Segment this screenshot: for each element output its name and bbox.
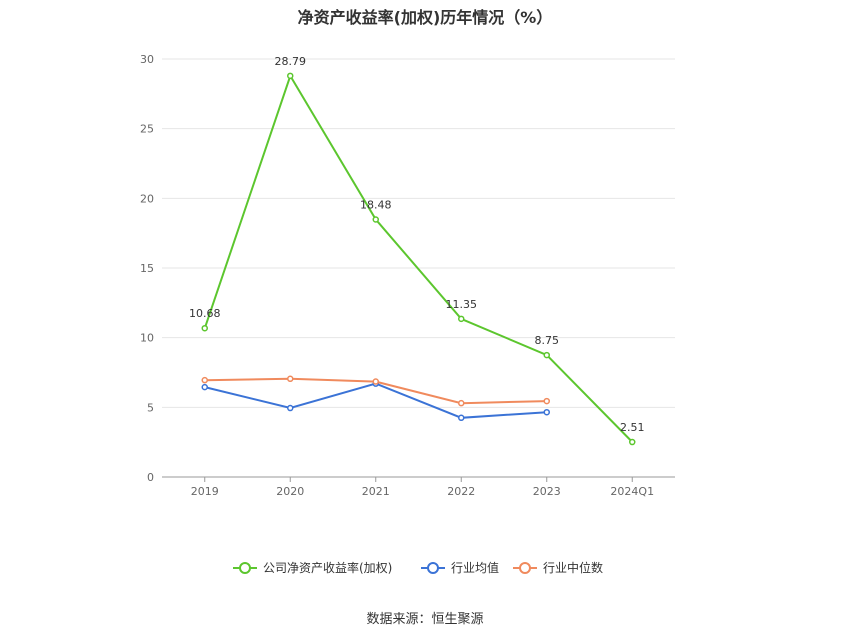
x-tick-label: 2021 [362, 485, 390, 498]
x-tick-label: 2020 [276, 485, 304, 498]
data-point [543, 397, 550, 405]
chart-title: 净资产收益率(加权)历年情况（%） [297, 8, 553, 27]
y-tick-label: 5 [147, 401, 154, 414]
series-line-0 [203, 73, 634, 443]
legend-item-1[interactable]: 行业均值 [421, 560, 499, 575]
series-group [201, 72, 636, 446]
legend-marker [519, 562, 531, 574]
data-point [287, 72, 294, 80]
y-tick-label: 15 [140, 262, 154, 275]
y-tick-label: 0 [147, 471, 154, 484]
data-labels: 10.68 28.79 18.48 11.35 8.75 2.51 [189, 55, 645, 434]
data-point [201, 376, 208, 384]
y-tick-label: 10 [140, 332, 154, 345]
legend-marker [239, 562, 251, 574]
grid-lines [162, 58, 675, 408]
data-point [458, 315, 465, 323]
data-source: 数据来源：恒生聚源 [366, 612, 484, 627]
data-point [201, 383, 208, 391]
data-label: 28.79 [275, 55, 307, 68]
data-label: 8.75 [535, 334, 560, 347]
x-tick-label: 2022 [447, 485, 475, 498]
data-point [543, 351, 550, 359]
data-label: 18.48 [360, 199, 392, 212]
data-point [458, 414, 465, 422]
y-tick-label: 30 [140, 53, 154, 66]
data-point [372, 378, 379, 385]
legend[interactable]: 公司净资产收益率(加权) 行业均值 行业中位数 [233, 560, 603, 575]
data-point [287, 375, 294, 383]
data-label: 11.35 [446, 298, 478, 311]
x-tick-label: 2024Q1 [610, 485, 654, 498]
x-tick-label: 2019 [191, 485, 219, 498]
x-tick-label: 2023 [533, 485, 561, 498]
y-tick-label: 20 [140, 192, 154, 205]
data-label: 2.51 [620, 421, 645, 434]
data-point [201, 324, 208, 332]
legend-label: 行业中位数 [543, 560, 603, 575]
data-point [287, 404, 294, 412]
data-point [629, 438, 636, 446]
data-point [372, 216, 379, 223]
data-point [458, 399, 465, 407]
legend-item-0[interactable]: 公司净资产收益率(加权) [233, 560, 392, 575]
series-line-1 [204, 382, 547, 419]
data-point [543, 408, 550, 416]
data-label: 10.68 [189, 307, 221, 320]
legend-marker [427, 562, 439, 574]
legend-label: 公司净资产收益率(加权) [263, 560, 392, 575]
y-tick-label: 25 [140, 123, 154, 136]
legend-label: 行业均值 [451, 560, 499, 575]
axes: 0 5 10 15 20 25 30 2019 2020 2021 2022 2023 2024Q1 [140, 53, 675, 498]
legend-item-2[interactable]: 行业中位数 [513, 560, 603, 575]
